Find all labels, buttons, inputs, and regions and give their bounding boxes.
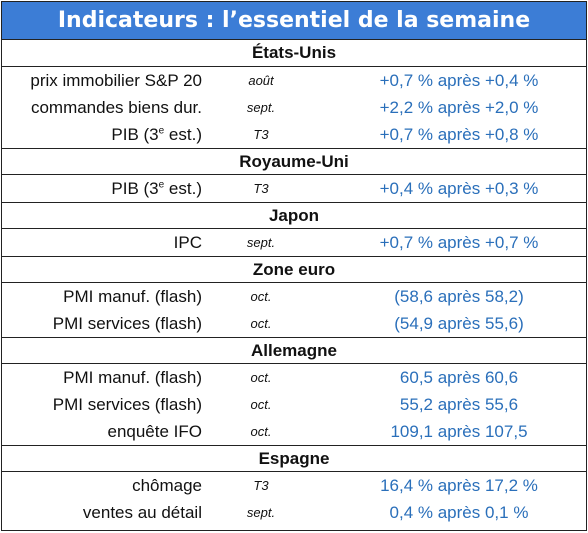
indicator-name: PMI manuf. (flash) [63,367,202,387]
indicator-value: 109,1 après 107,5 [390,421,528,441]
indicator-name: prix immobilier S&P 20 [30,70,202,90]
section-header-allemagne: Allemagne [2,337,586,364]
indicator-name: PMI services (flash) [52,313,202,333]
indicator-name: chômage [132,475,202,495]
indicator-value: +0,7 % après +0,4 % [379,70,539,90]
table-row: commandes biens dur. sept. +2,2 % après … [2,94,586,121]
indicator-name: IPC [173,232,202,252]
indicator-name-superscript: e [158,178,165,190]
indicator-period: sept. [246,100,276,115]
indicator-period: T3 [253,181,269,196]
indicator-name: PIB (3e est.) [2,125,202,145]
indicator-value: (58,6 après 58,2) [394,286,524,306]
indicator-value: +0,7 % après +0,7 % [379,232,539,252]
section-header-japon: Japon [2,202,586,229]
section-header-espagne: Espagne [2,445,586,472]
indicator-value: 16,4 % après 17,2 % [380,475,538,495]
indicator-name: PMI manuf. (flash) [63,286,202,306]
indicator-period: oct. [250,289,272,304]
table-row: enquête IFO oct. 109,1 après 107,5 [2,418,586,445]
indicator-name-superscript: e [158,124,165,136]
indicator-name-part: PIB (3 [111,124,159,144]
indicator-value: (54,9 après 55,6) [394,313,524,333]
table-row: PIB (3e est.) T3 +0,7 % après +0,8 % [2,121,586,148]
indicator-name: commandes biens dur. [30,97,202,117]
table-row: chômage T3 16,4 % après 17,2 % [2,472,586,499]
section-header-zone-euro: Zone euro [2,256,586,283]
indicator-name: ventes au détail [82,502,202,522]
table-row: prix immobilier S&P 20 août +0,7 % après… [2,67,586,94]
indicator-period: oct. [250,424,272,439]
indicator-period: sept. [246,235,276,250]
indicator-name-part: PIB (3 [111,178,159,198]
indicator-value: 60,5 après 60,6 [399,367,519,387]
indicator-value: +0,7 % après +0,8 % [379,124,539,144]
table-title: Indicateurs : l’essentiel de la semaine [2,2,586,40]
table-row: PMI services (flash) oct. (54,9 après 55… [2,310,586,337]
indicator-period: oct. [250,316,272,331]
table-row: ventes au détail sept. 0,4 % après 0,1 % [2,499,586,526]
indicator-name: enquête IFO [107,421,202,441]
indicator-value: 55,2 après 55,6 [399,394,519,414]
section-header-royaume-uni: Royaume-Uni [2,148,586,175]
section-header-etats-unis: États-Unis [2,40,586,67]
table-row: PIB (3e est.) T3 +0,4 % après +0,3 % [2,175,586,202]
table-row: PMI manuf. (flash) oct. (58,6 après 58,2… [2,283,586,310]
indicator-period: août [248,73,274,88]
indicator-value: +2,2 % après +2,0 % [379,97,539,117]
table-row: IPC sept. +0,7 % après +0,7 % [2,229,586,256]
indicator-period: oct. [250,397,272,412]
indicator-name: PMI services (flash) [52,394,202,414]
indicator-period: sept. [246,505,276,520]
indicator-name-part: est.) [164,178,202,198]
table-row: PMI manuf. (flash) oct. 60,5 après 60,6 [2,364,586,391]
indicator-value: +0,4 % après +0,3 % [379,178,539,198]
indicator-period: T3 [253,478,269,493]
indicator-value: 0,4 % après 0,1 % [389,502,529,522]
table-row: PMI services (flash) oct. 55,2 après 55,… [2,391,586,418]
indicator-period: oct. [250,370,272,385]
indicator-name: PIB (3e est.) [2,179,202,199]
indicator-period: T3 [253,127,269,142]
indicator-name-part: est.) [164,124,202,144]
